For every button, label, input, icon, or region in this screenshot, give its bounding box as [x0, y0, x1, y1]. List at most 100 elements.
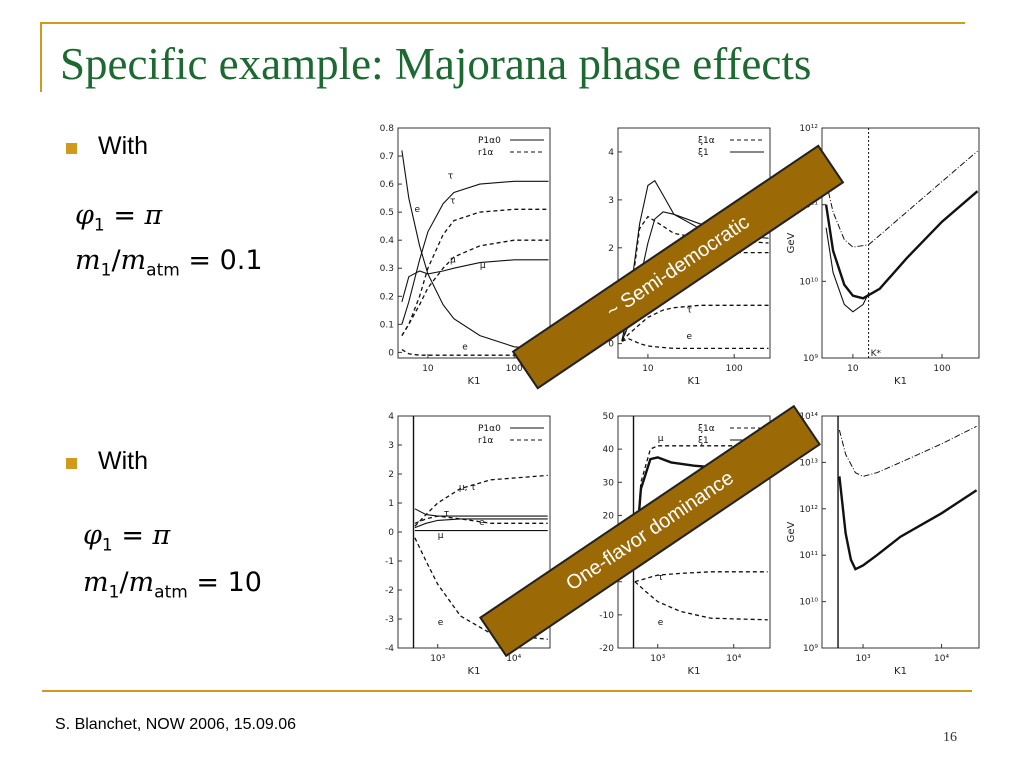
y-tick-label: -1	[385, 557, 394, 567]
curve-label: e	[462, 343, 468, 353]
curve-label: μ	[438, 531, 444, 541]
legend-entry: r1α	[478, 148, 493, 158]
footer-divider	[42, 690, 972, 692]
y-tick-label: -10	[599, 611, 614, 621]
eq-m2: m	[128, 567, 155, 598]
y-tick-label: 10⁹	[803, 644, 818, 654]
eq-equals: =	[113, 200, 136, 231]
y-tick-label: 10¹¹	[799, 551, 818, 561]
y-tick-label: 2	[608, 244, 614, 254]
page-number: 16	[943, 730, 957, 745]
curve-label: μ	[480, 261, 486, 271]
y-tick-label: -2	[385, 586, 394, 596]
bullet-marker	[66, 458, 77, 469]
equation-phi-2: φ1 = π	[83, 520, 170, 555]
eq-phi-symbol: φ	[75, 200, 94, 231]
y-tick-label: 0	[608, 340, 614, 350]
eq-phi-symbol: φ	[83, 520, 102, 551]
eq-slash: /	[111, 245, 121, 276]
eq-pi: π	[144, 200, 163, 231]
series-line-2	[401, 180, 549, 325]
y-tick-label: 0.3	[380, 264, 394, 274]
y-tick-label: 0.4	[380, 236, 395, 246]
series-line-1	[634, 445, 768, 566]
series-line-4	[414, 474, 548, 527]
curve-label: e	[438, 618, 444, 628]
series-line-4	[401, 208, 549, 336]
y-tick-label: 10¹²	[799, 505, 818, 515]
x-tick-label: 10	[642, 364, 654, 374]
series-line-6	[401, 349, 549, 356]
x-tick-label: 10⁴	[506, 654, 521, 664]
y-tick-label: 10¹⁰	[799, 598, 818, 608]
eq-m2: m	[120, 245, 147, 276]
series-line-5	[414, 515, 548, 524]
eq-m-subscript: 1	[108, 582, 120, 603]
y-tick-label: 10¹²	[799, 124, 818, 134]
y-tick-label: 10⁹	[803, 354, 818, 364]
y-tick-label: 0	[388, 348, 394, 358]
y-tick-label: 4	[608, 148, 614, 158]
y-tick-label: 0	[388, 528, 394, 538]
curve-label: τ	[658, 573, 663, 583]
eq-value: 10	[227, 567, 262, 598]
x-axis-label: K1	[688, 376, 701, 387]
y-tick-label: 1	[388, 499, 394, 509]
equation-mass-ratio-1: m1/matm = 0.1	[75, 245, 263, 280]
y-tick-label: 0.8	[380, 124, 395, 134]
y-tick-label: 10¹⁴	[799, 412, 818, 422]
bullet-marker	[66, 143, 77, 154]
curve-label: e	[686, 332, 692, 342]
legend-entry: ξ1α	[698, 424, 715, 434]
equation-phi-1: φ1 = π	[75, 200, 162, 235]
eq-slash: /	[119, 567, 129, 598]
x-axis-label: K1	[468, 376, 481, 387]
y-tick-label: 50	[603, 412, 615, 422]
bullet-label-1: With	[98, 132, 148, 160]
x-tick-label: 10³	[650, 654, 665, 664]
eq-equals: =	[121, 520, 144, 551]
y-tick-label: 20	[603, 511, 615, 521]
chart-panel-top-left: 10 100 0 0.1 0.2 0.3 0.4 0.5 0.6 0.7 0.8 K1 e τ τ μ μ e P1…	[380, 124, 551, 387]
series-line-3	[401, 259, 549, 303]
y-tick-label: -20	[599, 644, 614, 654]
y-tick-label: 0.1	[380, 320, 394, 330]
series-line-2	[414, 518, 548, 529]
x-tick-label: 10³	[856, 654, 871, 664]
eq-atm: atm	[146, 260, 180, 281]
series-line-3	[634, 571, 768, 583]
y-tick-label: 0.6	[380, 180, 395, 190]
plot-frame	[821, 415, 980, 649]
series-line-6	[621, 338, 769, 350]
curve-label: τ	[686, 305, 691, 315]
curve-label: e	[479, 518, 485, 528]
x-axis-label: K1	[688, 666, 701, 677]
curve-label: τ	[444, 509, 449, 519]
legend-entry: P1α0	[478, 136, 501, 146]
x-tick-label: 100	[506, 364, 523, 374]
series-line-5	[401, 239, 549, 336]
curve-label: τ	[450, 197, 455, 207]
eq-equals: =	[196, 567, 220, 598]
eq-pi: π	[152, 520, 171, 551]
x-tick-label: 10	[847, 364, 859, 374]
eq-m-subscript: 1	[100, 260, 112, 281]
series-line-1	[401, 150, 549, 351]
eq-m: m	[83, 567, 109, 598]
series-line-5	[621, 304, 769, 342]
legend-entry: P1α0	[478, 424, 501, 434]
eq-atm: atm	[154, 582, 188, 603]
title-bracket-horizontal	[40, 22, 965, 24]
slide-title: Specific example: Majorana phase effects	[60, 39, 812, 89]
x-axis-label: K1	[894, 376, 907, 387]
footer-citation: S. Blanchet, NOW 2006, 15.09.06	[55, 716, 297, 733]
eq-m: m	[75, 245, 101, 276]
vertical-marker-label: K*	[871, 349, 882, 359]
legend-entry: r1α	[478, 436, 493, 446]
bullet-label-2: With	[98, 447, 148, 475]
curve-label: e	[658, 618, 664, 628]
x-tick-label: 100	[726, 364, 743, 374]
y-tick-label: 10¹³	[799, 458, 818, 468]
x-axis-label: K1	[468, 666, 481, 677]
curve-label: μ	[658, 434, 664, 444]
